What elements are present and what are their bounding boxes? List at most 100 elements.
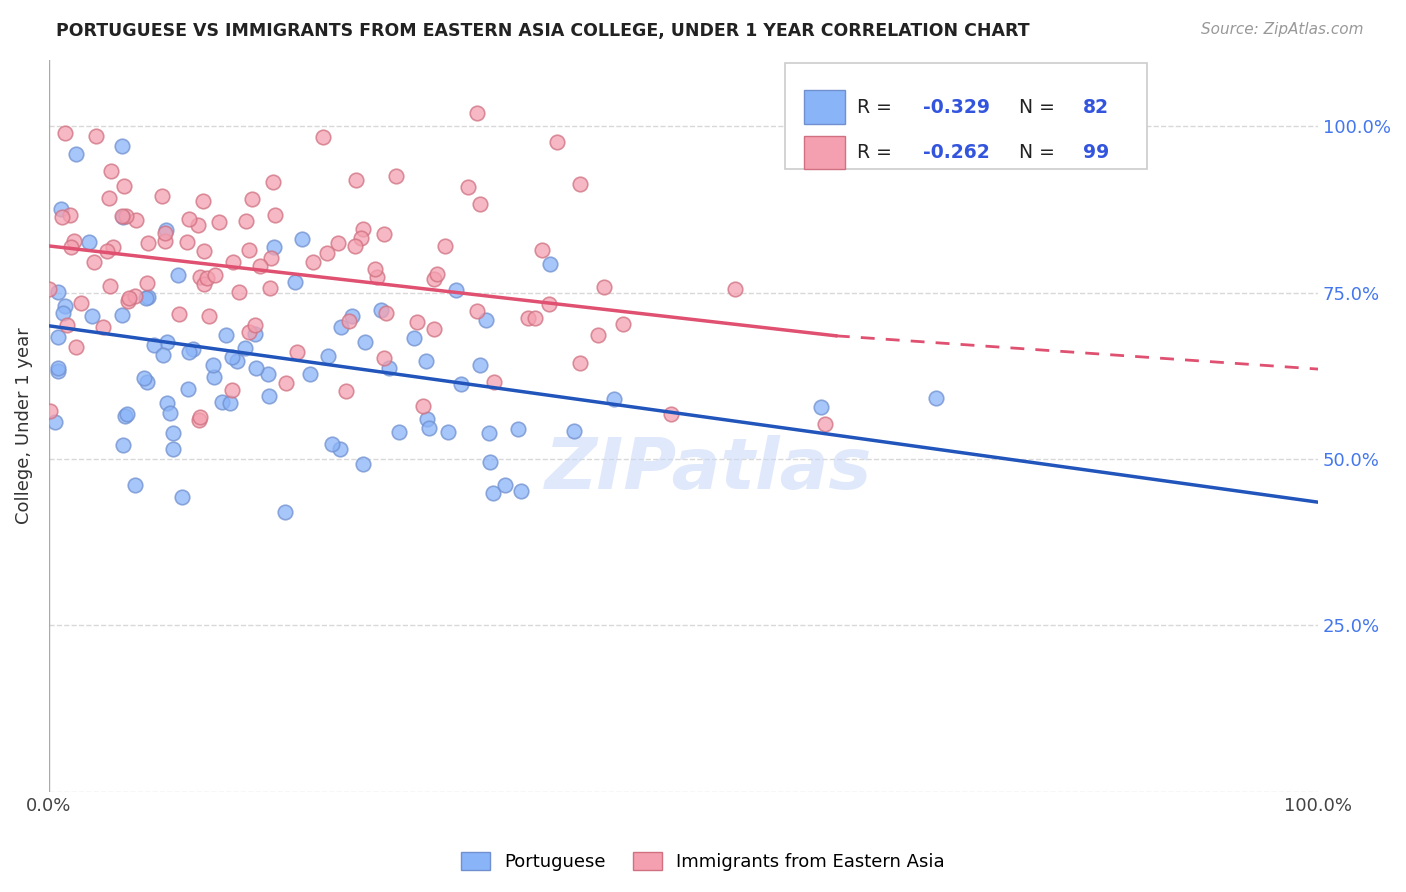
Point xyxy=(537,297,560,311)
Point xyxy=(316,350,339,364)
Point xyxy=(91,319,114,334)
Point xyxy=(155,395,177,409)
Point xyxy=(284,275,307,289)
Point xyxy=(450,377,472,392)
Point xyxy=(352,457,374,471)
Point xyxy=(176,235,198,249)
Point xyxy=(249,259,271,273)
Point xyxy=(114,409,136,423)
Point xyxy=(412,399,434,413)
Point xyxy=(98,278,121,293)
Point xyxy=(370,302,392,317)
Point xyxy=(437,425,460,439)
Point xyxy=(167,268,190,283)
Text: 82: 82 xyxy=(1084,98,1109,117)
Point xyxy=(155,234,177,248)
Point xyxy=(257,389,280,403)
Point xyxy=(96,244,118,258)
Point xyxy=(352,222,374,236)
Point xyxy=(111,308,134,322)
Y-axis label: College, Under 1 year: College, Under 1 year xyxy=(15,327,32,524)
Legend: Portuguese, Immigrants from Eastern Asia: Portuguese, Immigrants from Eastern Asia xyxy=(454,845,952,879)
Point xyxy=(111,211,134,225)
Point xyxy=(245,360,267,375)
Point xyxy=(112,179,135,194)
Point xyxy=(475,312,498,326)
Point xyxy=(188,410,211,425)
Point xyxy=(65,340,87,354)
Point xyxy=(259,281,281,295)
Point xyxy=(457,180,479,194)
Point xyxy=(155,334,177,349)
Text: R =: R = xyxy=(858,143,898,162)
Point xyxy=(245,318,267,332)
Point xyxy=(100,164,122,178)
Point xyxy=(378,360,401,375)
Point xyxy=(59,240,82,254)
Point xyxy=(423,321,446,335)
Point xyxy=(508,421,530,435)
Point xyxy=(177,211,200,226)
Point xyxy=(925,391,948,405)
Point xyxy=(167,307,190,321)
Point xyxy=(478,425,501,440)
Point xyxy=(243,327,266,342)
Point xyxy=(479,455,502,469)
Point xyxy=(388,425,411,439)
FancyBboxPatch shape xyxy=(804,90,845,124)
Point xyxy=(55,318,77,332)
Point xyxy=(465,304,488,318)
Point xyxy=(59,208,82,222)
Point xyxy=(562,424,585,438)
Point xyxy=(150,188,173,202)
Point xyxy=(446,283,468,297)
Point xyxy=(155,223,177,237)
Point xyxy=(375,306,398,320)
Point xyxy=(53,299,76,313)
Point xyxy=(373,351,395,365)
Point xyxy=(329,442,352,457)
Point xyxy=(46,330,69,344)
Point xyxy=(406,315,429,329)
Point xyxy=(354,334,377,349)
Point xyxy=(111,209,134,223)
Point xyxy=(569,177,592,191)
Point xyxy=(63,235,86,249)
Point xyxy=(416,412,439,426)
Point xyxy=(51,211,73,225)
Point xyxy=(117,293,139,308)
Point xyxy=(586,327,609,342)
Text: R =: R = xyxy=(858,98,898,117)
Point xyxy=(274,505,297,519)
Point xyxy=(188,270,211,285)
Point xyxy=(44,416,66,430)
FancyBboxPatch shape xyxy=(785,63,1147,169)
Text: -0.262: -0.262 xyxy=(924,143,990,162)
Point xyxy=(221,383,243,397)
Point xyxy=(299,367,322,381)
Point xyxy=(538,256,561,270)
Point xyxy=(124,289,146,303)
Point xyxy=(204,268,226,282)
Point xyxy=(330,319,353,334)
Point xyxy=(235,214,257,228)
Point xyxy=(193,244,215,258)
Point xyxy=(70,295,93,310)
Point xyxy=(291,232,314,246)
Point xyxy=(118,292,141,306)
Point xyxy=(181,343,204,357)
Point xyxy=(46,285,69,300)
Point xyxy=(612,317,634,331)
Point xyxy=(235,341,257,355)
Point xyxy=(193,277,215,291)
Point xyxy=(115,407,138,421)
Point xyxy=(724,282,747,296)
Point xyxy=(335,384,357,398)
Point xyxy=(52,306,75,320)
Point xyxy=(260,252,283,266)
Point xyxy=(238,243,260,257)
Point xyxy=(215,328,238,343)
Point xyxy=(49,202,72,216)
Point xyxy=(111,438,134,452)
Point xyxy=(188,413,211,427)
